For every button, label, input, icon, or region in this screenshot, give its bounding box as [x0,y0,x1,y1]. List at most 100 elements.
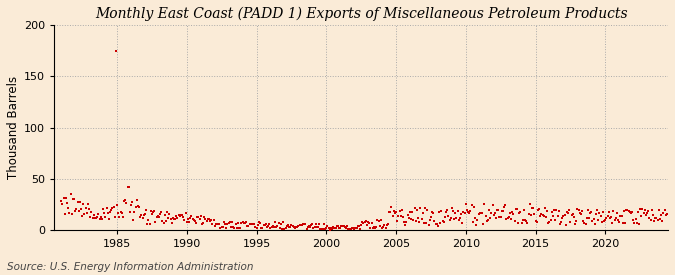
Point [457,221,468,225]
Point [541,214,551,219]
Point [470,216,481,220]
Point [362,220,373,224]
Point [584,216,595,220]
Point [164,212,175,216]
Point [576,212,587,217]
Point [310,222,321,226]
Point [651,216,661,220]
Point [526,206,537,211]
Point [536,211,547,216]
Point [214,222,225,226]
Point [294,223,305,227]
Point [301,227,312,231]
Point [508,211,519,216]
Point [634,222,645,226]
Point [444,218,455,222]
Point [597,210,608,214]
Point [655,213,666,217]
Point [622,208,632,212]
Point [90,216,101,221]
Point [410,219,421,223]
Point [166,221,177,225]
Point [427,210,437,215]
Point [510,207,521,211]
Point [190,221,201,226]
Point [647,208,657,212]
Point [378,225,389,229]
Point [518,208,529,212]
Point [554,209,564,213]
Point [221,225,232,230]
Point [647,213,658,218]
Point [142,222,153,227]
Point [185,216,196,221]
Point [264,222,275,226]
Point [126,203,136,208]
Point [607,221,618,225]
Point [477,210,487,215]
Point [87,216,98,221]
Point [196,221,207,226]
Point [203,216,214,221]
Point [145,209,156,213]
Point [634,207,645,211]
Point [138,213,149,217]
Point [618,221,628,225]
Point [269,225,279,229]
Point [549,208,560,212]
Point [534,207,545,211]
Point [475,211,485,216]
Point [107,205,118,210]
Point [92,215,103,219]
Point [109,215,120,219]
Point [515,210,526,214]
Point [448,209,458,213]
Point [531,219,542,224]
Point [375,224,385,228]
Point [146,212,157,216]
Point [261,222,271,226]
Point [393,213,404,218]
Point [249,221,260,226]
Point [302,225,313,229]
Point [626,210,637,214]
Point [436,208,447,213]
Point [259,222,270,227]
Point [77,214,88,218]
Point [182,219,192,224]
Point [153,214,164,219]
Point [645,218,656,222]
Point [404,210,415,214]
Point [420,206,431,210]
Point [552,214,563,218]
Point [129,210,140,214]
Point [156,210,167,214]
Point [346,227,356,232]
Point [128,218,139,222]
Point [472,218,483,222]
Point [119,198,130,203]
Point [537,213,548,218]
Point [148,210,159,214]
Point [396,214,406,218]
Point [242,224,252,228]
Point [372,218,383,222]
Point [431,222,442,226]
Point [601,216,612,220]
Point [357,219,368,224]
Point [346,226,357,230]
Point [252,223,263,227]
Point [652,218,663,222]
Point [300,222,310,226]
Point [182,217,193,221]
Point [520,218,531,222]
Point [66,212,77,216]
Point [262,225,273,229]
Point [542,209,553,213]
Point [362,223,373,228]
Point [538,214,549,218]
Point [235,226,246,230]
Point [521,219,532,223]
Point [296,223,307,228]
Point [172,216,183,220]
